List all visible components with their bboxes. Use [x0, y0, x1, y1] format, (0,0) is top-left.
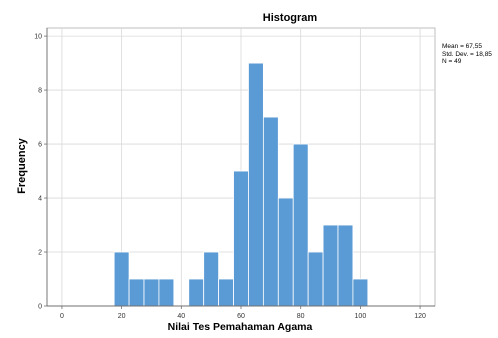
histogram-bar [218, 278, 234, 307]
x-tick-label: 40 [177, 313, 185, 320]
y-tick-label: 10 [34, 34, 42, 41]
histogram-bar [307, 251, 324, 307]
x-tick-label: 80 [297, 313, 305, 320]
x-tick-label: 120 [414, 313, 426, 320]
stats-box: Mean = 67,55 Std. Dev. = 18,85 N = 49 [442, 43, 492, 66]
histogram-bar [322, 224, 339, 307]
stat-mean: Mean = 67,55 [442, 43, 482, 50]
histogram-bar [337, 224, 354, 307]
histogram-bar [262, 116, 279, 307]
stat-std-dev: Std. Dev. = 18,85 [442, 50, 492, 58]
y-tick-label: 8 [38, 88, 42, 95]
y-tick-label: 2 [38, 250, 42, 257]
x-tick-label: 100 [355, 313, 367, 320]
histogram-bar [113, 251, 130, 307]
histogram-bar [158, 278, 175, 307]
stat-n: N = 49 [442, 58, 462, 65]
x-tick-label: 60 [237, 313, 245, 320]
histogram-bar [128, 278, 145, 307]
y-tick-label: 6 [38, 142, 42, 149]
histogram-bar [292, 143, 309, 307]
histogram-bar [352, 278, 369, 307]
histogram-bar [203, 251, 220, 307]
histogram-bar [188, 278, 205, 307]
x-axis-label: Nilai Tes Pemahaman Agama [167, 321, 313, 333]
x-tick-label: 20 [118, 313, 126, 320]
x-tick-label: 0 [60, 313, 64, 320]
histogram-bar [248, 62, 264, 307]
histogram-bar [143, 278, 160, 307]
histogram-bar [277, 197, 294, 307]
chart-title: Histogram [262, 12, 318, 24]
y-tick-label: 0 [38, 304, 42, 311]
histogram-bar [233, 170, 249, 307]
y-tick-label: 4 [38, 196, 42, 203]
